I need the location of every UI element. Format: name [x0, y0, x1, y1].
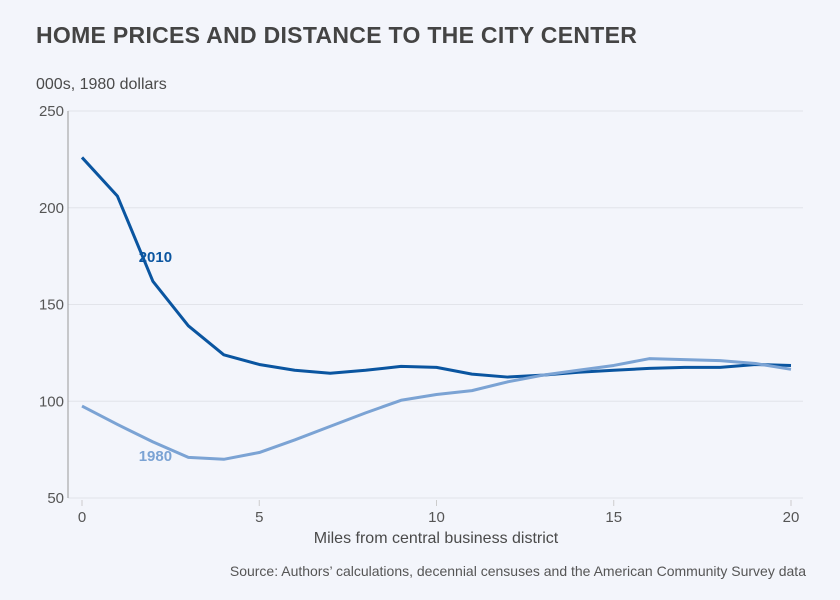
x-tick-label: 20	[783, 509, 800, 526]
x-tick-label: 10	[428, 509, 445, 526]
x-ticks: 0 5 10 15 20	[78, 500, 800, 526]
series-label-2010: 2010	[139, 249, 172, 266]
chart-title: HOME PRICES AND DISTANCE TO THE CITY CEN…	[36, 22, 638, 48]
source-note: Source: Authors’ calculations, decennial…	[229, 563, 806, 579]
x-tick-label: 5	[255, 509, 263, 526]
series-labels: 2010 1980	[139, 249, 172, 465]
series-line-1980	[81, 357, 792, 461]
x-axis-label: Miles from central business district	[313, 530, 559, 547]
y-tick-label: 250	[39, 103, 64, 120]
y-axis-label: 000s, 1980 dollars	[36, 76, 167, 93]
series-lines	[80, 156, 792, 461]
series-line-2010	[80, 156, 792, 379]
y-tick-label: 150	[39, 297, 64, 314]
series-label-1980: 1980	[139, 448, 172, 465]
x-tick-label: 0	[78, 509, 86, 526]
x-tick-label: 15	[605, 509, 622, 526]
y-tick-label: 200	[39, 200, 64, 217]
y-tick-labels: 50 100 150 200 250	[39, 103, 64, 507]
y-tick-label: 100	[39, 393, 64, 410]
y-tick-label: 50	[47, 490, 64, 507]
gridlines	[68, 110, 803, 499]
